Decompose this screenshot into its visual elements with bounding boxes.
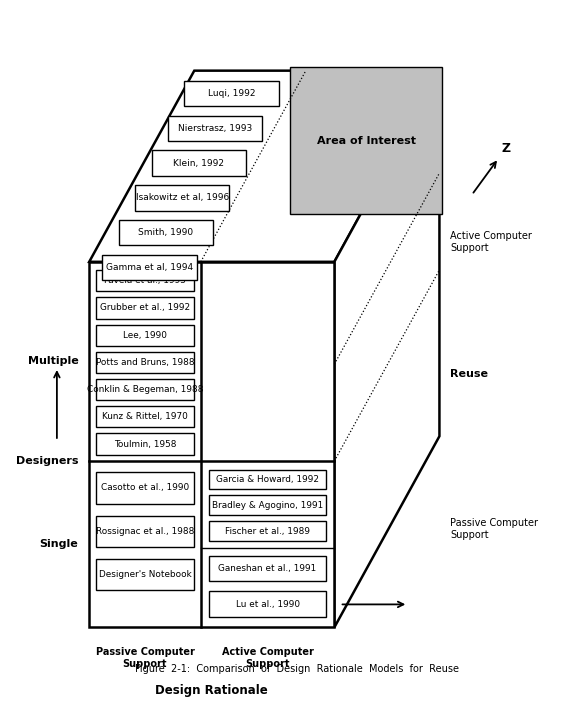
Text: Luqi, 1992: Luqi, 1992 [207, 89, 255, 98]
FancyBboxPatch shape [185, 81, 278, 106]
Text: Figure  2-1:  Comparison  of  Design  Rationale  Models  for  Reuse: Figure 2-1: Comparison of Design Rationa… [135, 664, 458, 674]
FancyBboxPatch shape [119, 220, 213, 245]
Text: Isakowitz et al, 1996: Isakowitz et al, 1996 [136, 193, 229, 202]
Text: Single: Single [40, 539, 79, 549]
FancyBboxPatch shape [210, 591, 325, 617]
Text: Smith, 1990: Smith, 1990 [138, 228, 194, 237]
Text: Ganeshan et al., 1991: Ganeshan et al., 1991 [218, 565, 317, 573]
FancyBboxPatch shape [96, 472, 194, 503]
FancyBboxPatch shape [168, 115, 262, 141]
Text: Bradley & Agogino, 1991: Bradley & Agogino, 1991 [212, 501, 323, 510]
Text: Conklin & Begeman, 1988: Conklin & Begeman, 1988 [87, 385, 203, 394]
Text: Klein, 1992: Klein, 1992 [173, 159, 224, 167]
FancyBboxPatch shape [103, 254, 197, 280]
FancyBboxPatch shape [96, 270, 194, 292]
Polygon shape [290, 67, 442, 214]
FancyBboxPatch shape [135, 185, 229, 211]
Text: Active Computer
Support: Active Computer Support [222, 647, 313, 669]
Text: Lee, 1990: Lee, 1990 [123, 330, 167, 340]
Text: Garcia & Howard, 1992: Garcia & Howard, 1992 [216, 475, 319, 484]
Polygon shape [89, 71, 439, 262]
Text: Casotto et al., 1990: Casotto et al., 1990 [101, 484, 189, 493]
FancyBboxPatch shape [96, 559, 194, 590]
Polygon shape [335, 71, 439, 627]
Text: Z: Z [501, 142, 511, 155]
FancyBboxPatch shape [96, 516, 194, 547]
FancyBboxPatch shape [96, 297, 194, 318]
Text: Fischer et al., 1989: Fischer et al., 1989 [225, 527, 310, 536]
FancyBboxPatch shape [96, 406, 194, 427]
FancyBboxPatch shape [210, 522, 325, 541]
Text: Passive Computer
Support: Passive Computer Support [96, 647, 194, 669]
Text: Reuse: Reuse [450, 369, 488, 380]
Text: Passive Computer
Support: Passive Computer Support [450, 518, 538, 540]
FancyBboxPatch shape [96, 325, 194, 346]
Text: Multiple: Multiple [28, 356, 79, 366]
Text: Lu et al., 1990: Lu et al., 1990 [236, 600, 300, 609]
Text: Design Rationale: Design Rationale [155, 684, 268, 697]
Text: Rossignac et al., 1988: Rossignac et al., 1988 [96, 527, 194, 536]
Text: Active Computer
Support: Active Computer Support [450, 231, 532, 253]
Text: Grubber et al., 1992: Grubber et al., 1992 [100, 304, 190, 313]
Text: Favela et al., 1993: Favela et al., 1993 [104, 276, 186, 285]
FancyBboxPatch shape [210, 470, 325, 489]
FancyBboxPatch shape [210, 556, 325, 581]
Polygon shape [89, 262, 335, 627]
Text: Kunz & Rittel, 1970: Kunz & Rittel, 1970 [102, 413, 188, 421]
Text: Nierstrasz, 1993: Nierstrasz, 1993 [178, 124, 252, 133]
Text: Toulmin, 1958: Toulmin, 1958 [114, 439, 176, 449]
FancyBboxPatch shape [151, 150, 246, 176]
Text: Gamma et al, 1994: Gamma et al, 1994 [106, 263, 193, 272]
FancyBboxPatch shape [96, 379, 194, 400]
FancyBboxPatch shape [210, 496, 325, 515]
Text: Potts and Bruns, 1988: Potts and Bruns, 1988 [96, 358, 194, 367]
FancyBboxPatch shape [96, 352, 194, 373]
Text: Designers: Designers [16, 456, 79, 466]
Text: Designer's Notebook: Designer's Notebook [99, 570, 191, 579]
Text: Area of Interest: Area of Interest [317, 136, 415, 146]
FancyBboxPatch shape [96, 434, 194, 455]
